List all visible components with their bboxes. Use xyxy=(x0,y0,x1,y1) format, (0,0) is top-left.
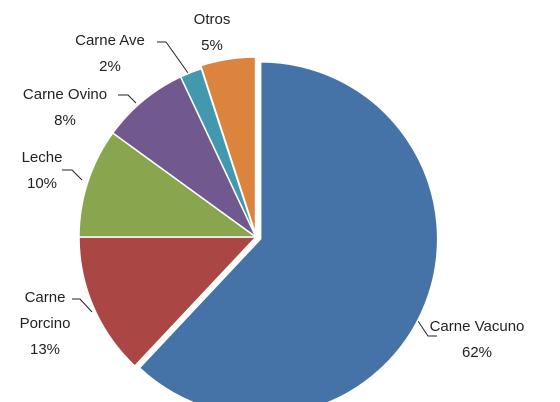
data-label: Carne Porcino 13% xyxy=(10,285,80,363)
value-label: 13% xyxy=(29,341,61,358)
pie-slice xyxy=(78,236,258,368)
value-label: 8% xyxy=(54,112,76,129)
data-label: Carne Ave 2% xyxy=(75,28,145,80)
pie-slice xyxy=(78,131,259,238)
value-label: 2% xyxy=(99,58,121,75)
value-label: 10% xyxy=(26,175,58,192)
data-label: Otros 5% xyxy=(194,7,231,59)
leader-line xyxy=(72,298,93,313)
category-label: Carne Vacuno xyxy=(429,318,525,335)
leader-line xyxy=(118,94,137,104)
data-label: Carne Ovino 8% xyxy=(23,82,107,134)
category-label: Carne Ovino xyxy=(22,86,108,103)
category-label: Carne Porcino xyxy=(19,289,71,332)
pie-slice xyxy=(111,75,257,238)
data-label: Carne Vacuno 62% xyxy=(430,314,525,366)
category-label: Otros xyxy=(193,11,231,28)
value-label: 62% xyxy=(461,344,493,361)
leader-line xyxy=(157,41,189,74)
pie-slice xyxy=(138,61,439,402)
leader-line xyxy=(62,169,83,181)
data-label: Leche 10% xyxy=(22,145,63,197)
category-label: Leche xyxy=(21,149,63,166)
value-label: 5% xyxy=(201,37,223,54)
category-label: Carne Ave xyxy=(75,32,145,49)
pie-slice xyxy=(199,56,257,235)
